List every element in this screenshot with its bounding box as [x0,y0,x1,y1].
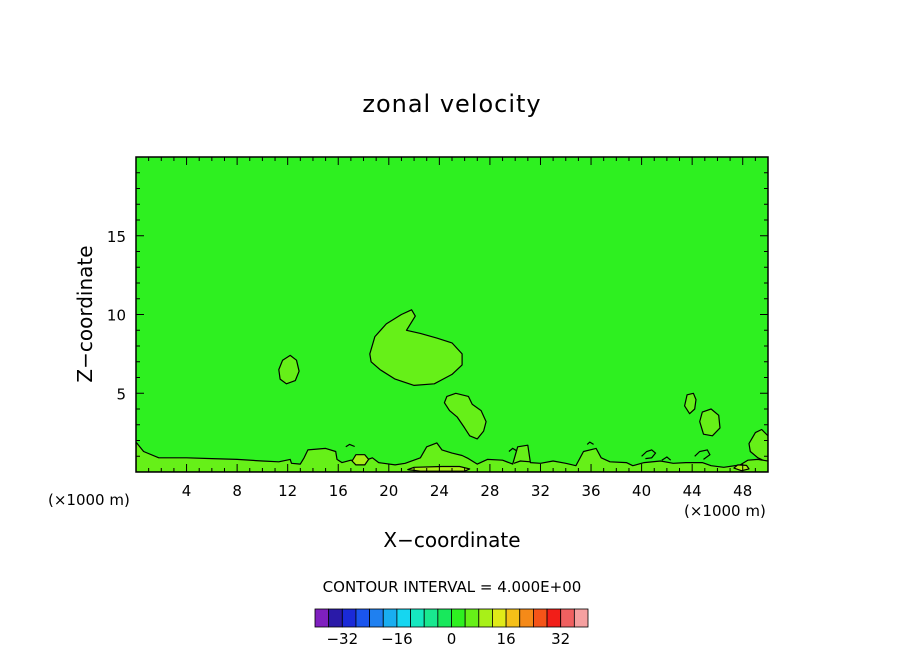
contour-region-cell-upper [369,309,463,386]
colorbar-swatch-4 [369,608,384,628]
contour-line-6 [513,460,531,464]
contour-region-cell-small [278,354,300,385]
colorbar-tick-label-3: 16 [497,630,516,648]
contour-line-5 [694,449,711,460]
contour-region-cell-plume [443,392,487,440]
contour-line-3 [661,456,672,461]
colorbar-swatch-2 [341,608,357,628]
contour-region-surface-patch-center [407,465,471,472]
y-tick-label-5: 5 [116,385,126,403]
contour-line-2 [586,441,594,445]
colorbar-swatch-12 [478,608,493,628]
colorbar-swatch-0 [314,608,330,628]
contour-region-surface-patch-east [733,464,750,472]
colorbar-swatch-6 [396,608,411,628]
contour-interval-label: CONTOUR INTERVAL = 4.000E+00 [323,578,582,596]
colorbar-tick-label-1: −16 [381,630,413,648]
y-axis-label: Z−coordinate [73,245,97,382]
colorbar-swatch-16 [533,608,548,628]
x-tick-label-36: 36 [581,482,600,500]
contour-regions [136,309,768,472]
x-tick-label-48: 48 [733,482,752,500]
x-axis-ticks: 4 8 12 16 20 24 28 32 36 40 44 48 [148,157,756,500]
contour-lines [345,441,711,464]
contour-region-cell-e1 [683,392,697,415]
contour-line-1 [508,447,517,452]
x-tick-label-4: 4 [182,482,192,500]
x-tick-label-8: 8 [232,482,242,500]
x-tick-label-20: 20 [379,482,398,500]
chart-title: zonal velocity [362,90,541,118]
colorbar-tick-label-4: 32 [551,630,570,648]
x-tick-label-32: 32 [531,482,550,500]
colorbar: −32 −16 0 16 32 [314,608,589,648]
x-tick-label-28: 28 [480,482,499,500]
contour-region-cell-e2 [699,408,721,437]
x-tick-label-12: 12 [278,482,297,500]
x-unit-right: (×1000 m) [684,502,766,520]
colorbar-swatch-17 [546,608,562,628]
y-tick-label-15: 15 [107,228,126,246]
contour-line-4 [641,449,657,460]
colorbar-swatch-5 [382,608,398,628]
colorbar-swatch-8 [423,608,439,628]
colorbar-swatch-11 [464,608,480,628]
colorbar-swatch-10 [451,608,466,628]
colorbar-tick-label-0: −32 [326,630,358,648]
x-tick-label-24: 24 [430,482,449,500]
contour-region-surface-patch-west [351,454,370,466]
colorbar-swatch-13 [492,608,507,628]
colorbar-swatch-7 [410,608,425,628]
colorbar-swatch-1 [328,608,343,628]
plot-area-background [136,157,768,472]
x-axis-label: X−coordinate [383,528,520,552]
y-axis-ticks: 5 10 15 [107,172,768,457]
colorbar-tick-label-2: 0 [447,630,457,648]
colorbar-swatch-9 [437,608,452,628]
colorbar-swatch-14 [505,608,521,628]
colorbar-swatch-15 [519,608,534,628]
x-tick-label-40: 40 [632,482,651,500]
colorbar-swatch-3 [355,608,371,628]
y-tick-label-10: 10 [107,307,126,325]
x-tick-label-16: 16 [329,482,348,500]
x-unit-left: (×1000 m) [48,491,130,509]
contour-line-0 [345,443,355,448]
colorbar-swatch-19 [573,608,589,628]
colorbar-swatch-18 [560,608,575,628]
contour-region-surface-band [136,441,768,472]
x-tick-label-44: 44 [683,482,702,500]
